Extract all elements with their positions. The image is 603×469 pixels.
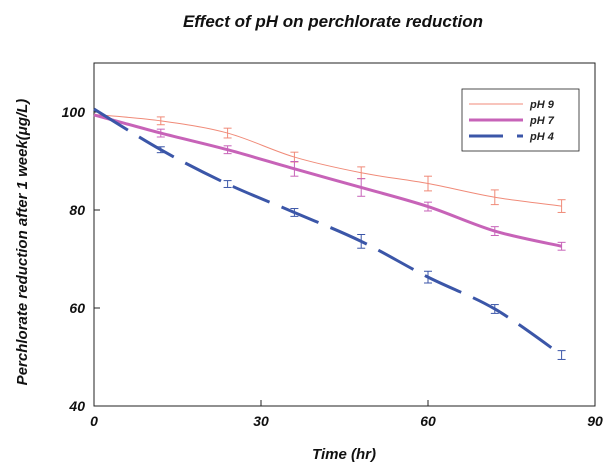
series-line <box>93 113 562 207</box>
y-axis-label: Perchlorate reduction after 1 week(μg/L) <box>14 99 31 386</box>
plot-frame <box>93 62 596 407</box>
y-tick-label: 80 <box>69 202 85 218</box>
series-line <box>93 113 562 248</box>
x-axis-ticks: 0 30 60 90 <box>90 400 603 429</box>
series-group <box>93 107 566 360</box>
legend: pH 9 pH 7 pH 4 <box>461 88 580 152</box>
x-tick-label: 30 <box>253 413 269 429</box>
y-tick-label: 100 <box>62 104 86 120</box>
x-tick-label: 90 <box>587 413 603 429</box>
series-ph-4 <box>93 107 566 360</box>
y-tick-label: 60 <box>69 300 85 316</box>
chart-title: Effect of pH on perchlorate reduction <box>183 12 483 31</box>
legend-label: pH 9 <box>529 99 555 111</box>
x-tick-label: 0 <box>90 413 98 429</box>
x-axis-label: Time (hr) <box>312 446 376 463</box>
x-tick-label: 60 <box>420 413 436 429</box>
series-ph-7 <box>93 113 566 251</box>
legend-label: pH 7 <box>529 115 555 127</box>
legend-label: pH 4 <box>529 131 554 143</box>
y-tick-label: 40 <box>68 398 85 414</box>
